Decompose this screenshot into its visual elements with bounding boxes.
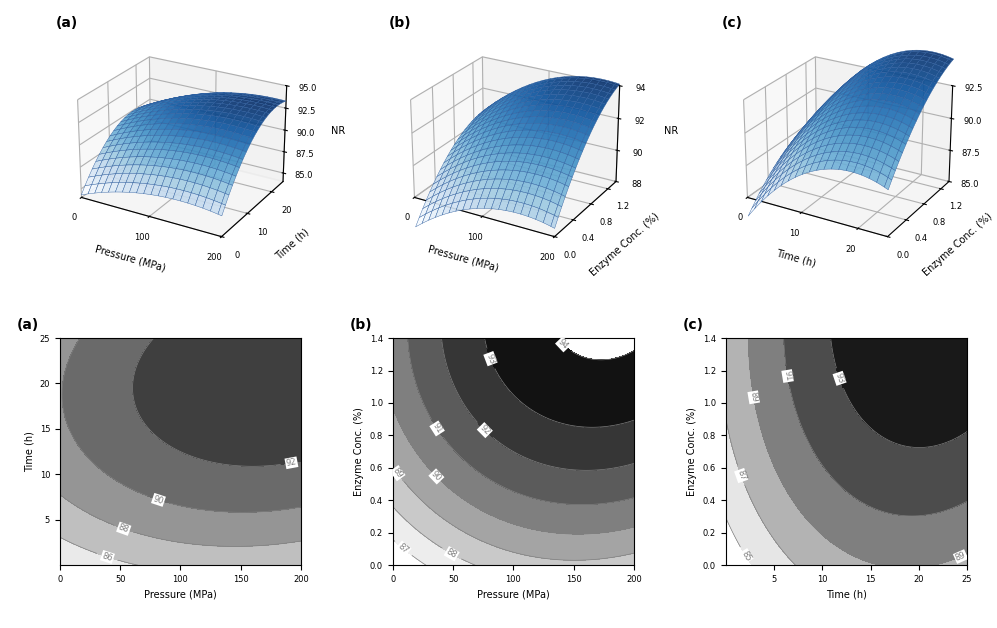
- Y-axis label: Enzyme Conc. (%): Enzyme Conc. (%): [921, 211, 994, 278]
- Text: 94: 94: [556, 337, 570, 351]
- X-axis label: Time (h): Time (h): [775, 248, 818, 269]
- Text: 92: 92: [478, 423, 492, 437]
- Text: 88: 88: [445, 547, 459, 560]
- Text: 86: 86: [101, 551, 114, 563]
- Text: 92: 92: [285, 457, 297, 468]
- Text: 87: 87: [735, 469, 747, 482]
- Text: (b): (b): [349, 318, 372, 332]
- Y-axis label: Enzyme Conc. (%): Enzyme Conc. (%): [687, 407, 697, 496]
- X-axis label: Pressure (MPa): Pressure (MPa): [478, 590, 549, 600]
- Text: (b): (b): [389, 16, 411, 30]
- Text: (a): (a): [56, 16, 78, 30]
- Text: 93: 93: [485, 352, 497, 365]
- Y-axis label: Time (h): Time (h): [24, 431, 34, 472]
- Text: 91: 91: [783, 370, 793, 382]
- Text: 85: 85: [739, 550, 753, 563]
- Text: 89: 89: [749, 391, 759, 403]
- X-axis label: Time (h): Time (h): [826, 590, 866, 600]
- Text: 93: 93: [833, 372, 845, 385]
- Text: (a): (a): [16, 318, 39, 332]
- Text: 90: 90: [153, 494, 165, 506]
- Text: 87: 87: [396, 542, 411, 556]
- X-axis label: Pressure (MPa): Pressure (MPa): [94, 244, 166, 273]
- Text: 88: 88: [118, 522, 131, 535]
- Y-axis label: Time (h): Time (h): [273, 227, 311, 261]
- Text: 90: 90: [430, 470, 444, 484]
- X-axis label: Pressure (MPa): Pressure (MPa): [145, 590, 216, 600]
- X-axis label: Pressure (MPa): Pressure (MPa): [427, 244, 499, 273]
- Text: 89: 89: [954, 550, 967, 563]
- Y-axis label: Enzyme Conc. (%): Enzyme Conc. (%): [588, 211, 661, 278]
- Text: 91: 91: [431, 421, 444, 435]
- Text: 89: 89: [391, 466, 405, 480]
- Y-axis label: Enzyme Conc. (%): Enzyme Conc. (%): [354, 407, 364, 496]
- Text: (c): (c): [722, 16, 743, 30]
- Text: (c): (c): [682, 318, 703, 332]
